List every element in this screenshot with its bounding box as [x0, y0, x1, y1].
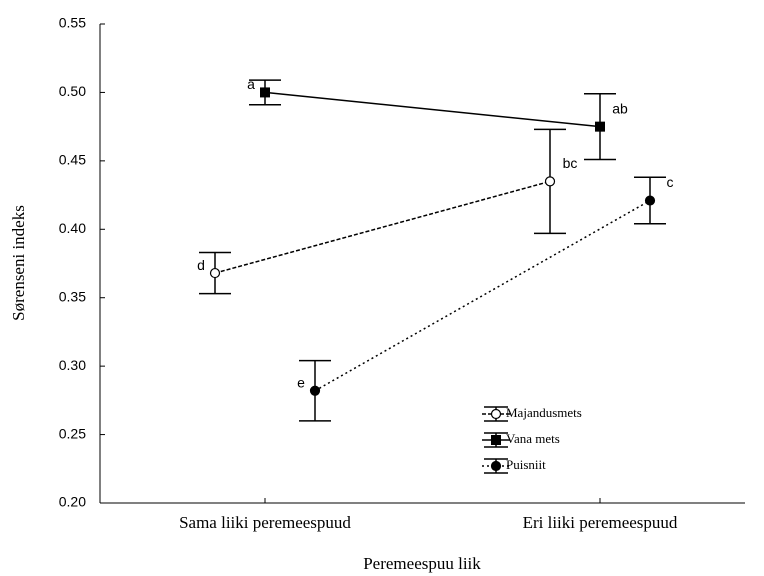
data-point — [209, 267, 221, 279]
y-tick-label: 0.25 — [59, 425, 86, 441]
point-label: a — [247, 76, 255, 92]
y-tick-label: 0.55 — [59, 15, 86, 31]
series-line — [314, 199, 651, 392]
point-label: c — [667, 174, 674, 190]
point-label: d — [197, 257, 205, 273]
series-line — [214, 180, 551, 274]
data-point — [260, 87, 270, 98]
point-label: ab — [612, 100, 628, 116]
x-tick-label: Eri liiki peremeespuud — [523, 513, 678, 532]
y-tick-label: 0.30 — [59, 357, 86, 373]
y-axis-title: Sørenseni indeks — [9, 205, 28, 321]
point-label: e — [297, 374, 305, 390]
y-tick-label: 0.45 — [59, 152, 86, 168]
y-tick-label: 0.20 — [59, 494, 86, 510]
x-tick-label: Sama liiki peremeespuud — [179, 513, 351, 532]
y-tick-label: 0.40 — [59, 220, 86, 236]
y-tick-label: 0.50 — [59, 83, 86, 99]
y-tick-label: 0.35 — [59, 288, 86, 304]
point-label: bc — [563, 155, 578, 171]
legend-label: Vana mets — [506, 431, 560, 446]
legend-marker — [490, 460, 502, 472]
legend-marker — [491, 435, 501, 445]
data-point — [644, 195, 656, 206]
legend-marker — [490, 408, 502, 420]
x-axis-title: Peremeespuu liik — [363, 554, 481, 573]
data-point — [309, 385, 321, 396]
legend-label: Puisniit — [506, 457, 546, 472]
legend-label: Majandusmets — [506, 405, 582, 420]
data-point — [595, 121, 605, 132]
data-point — [544, 176, 556, 187]
series-line — [264, 91, 601, 128]
